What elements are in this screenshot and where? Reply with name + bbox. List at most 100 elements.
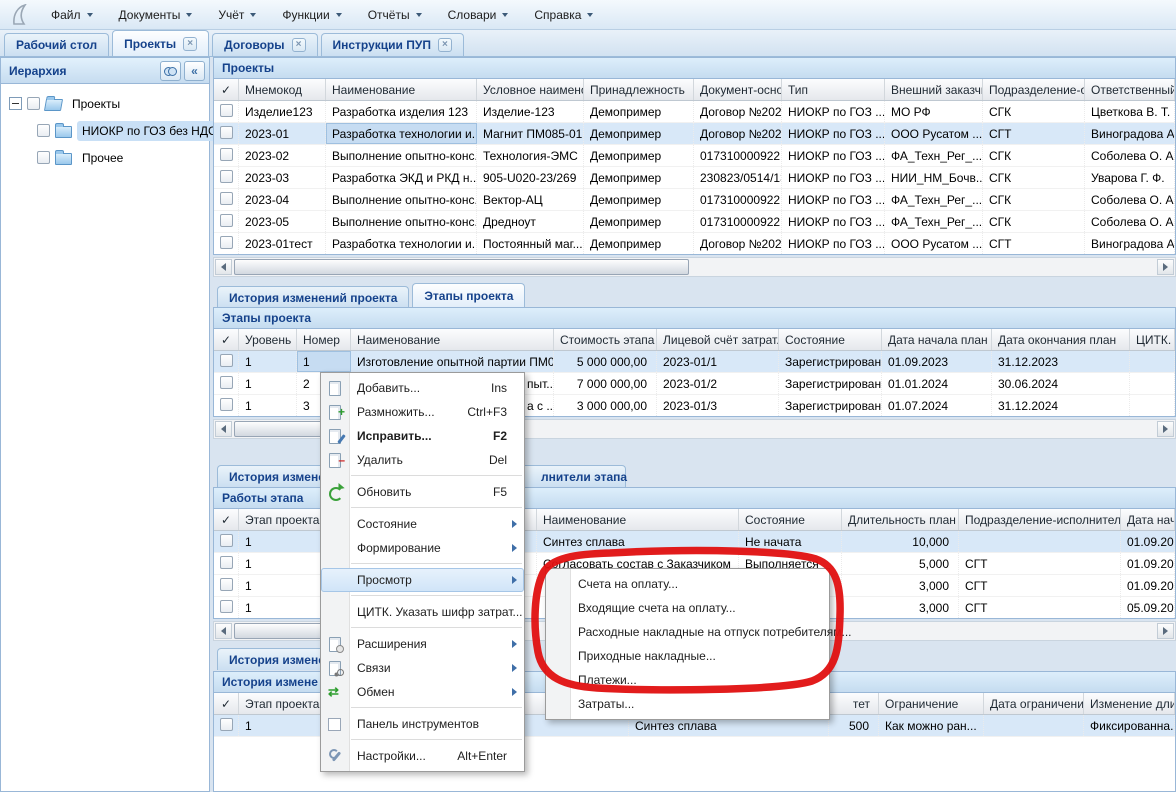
table-cell[interactable]: Выполнение опытно-конс... xyxy=(326,145,477,166)
tab-close-icon[interactable]: × xyxy=(437,38,452,52)
table-cell[interactable]: Изготовление опытной партии ПМ0... xyxy=(351,351,554,372)
table-cell[interactable]: 30.06.2024 xyxy=(992,373,1130,394)
table-cell[interactable]: Изделие-123 xyxy=(477,101,584,122)
context-menu-item[interactable]: Обмен xyxy=(321,680,524,704)
row-checkbox[interactable] xyxy=(219,578,233,591)
table-cell[interactable]: Зарегистрирован xyxy=(779,373,882,394)
context-menu-item[interactable]: Удалить Del xyxy=(321,448,524,472)
table-cell[interactable]: ФА_Техн_Рег_... xyxy=(885,189,983,210)
table-cell[interactable] xyxy=(214,167,239,188)
table-cell[interactable]: Разработка технологии и... xyxy=(326,233,477,254)
table-cell[interactable]: 3 000 000,00 xyxy=(554,395,657,416)
tree-expander[interactable] xyxy=(9,97,22,110)
table-cell[interactable]: 05.09.2023 xyxy=(1121,597,1175,618)
table-cell[interactable]: Зарегистрирован xyxy=(779,395,882,416)
table-cell[interactable]: Соболева О. А. xyxy=(1085,145,1175,166)
column-header[interactable]: Изменение длител xyxy=(1084,693,1175,714)
table-cell[interactable]: Договор №202... xyxy=(694,233,782,254)
table-cell[interactable] xyxy=(214,373,239,394)
tab-close-icon[interactable]: × xyxy=(291,38,306,52)
table-cell[interactable]: СГТ xyxy=(983,123,1085,144)
subtab[interactable]: Этапы проекта xyxy=(412,283,526,308)
table-cell[interactable]: Демопример xyxy=(584,189,694,210)
table-cell[interactable]: 2023-01/2 xyxy=(657,373,779,394)
row-checkbox[interactable] xyxy=(219,170,233,183)
table-cell[interactable] xyxy=(337,531,537,552)
table-cell[interactable]: Постоянный маг... xyxy=(477,233,584,254)
column-header[interactable]: Дата начал xyxy=(1121,509,1175,530)
menubar-item[interactable]: Справка xyxy=(521,4,606,26)
row-checkbox[interactable] xyxy=(219,534,233,547)
column-header[interactable]: Длительность план xyxy=(842,509,959,530)
submenu-item[interactable]: Приходные накладные... xyxy=(578,649,716,663)
tree-node[interactable]: НИОКР по ГОЗ без НДС xyxy=(1,117,222,144)
table-cell[interactable]: Виноградова А... xyxy=(1085,123,1175,144)
table-cell[interactable] xyxy=(214,211,239,232)
row-checkbox[interactable] xyxy=(219,556,233,569)
table-cell[interactable]: СГТ xyxy=(959,597,1121,618)
table-row[interactable]: 2023-01 Разработка технологии и... Магнит … xyxy=(214,123,1175,145)
table-cell[interactable]: 2023-05 xyxy=(239,211,326,232)
table-cell[interactable]: 01.09.2023 xyxy=(1121,575,1175,596)
column-header[interactable]: Лицевой счёт затрат. xyxy=(657,329,779,350)
context-menu-item[interactable]: ЦИТК. Указать шифр затрат... xyxy=(321,600,524,624)
row-checkbox[interactable] xyxy=(219,126,233,139)
context-menu-item[interactable]: Панель инструментов xyxy=(321,712,524,736)
table-cell[interactable]: НИОКР по ГОЗ ... xyxy=(782,123,885,144)
table-cell[interactable] xyxy=(214,395,239,416)
table-cell[interactable]: 5,000 xyxy=(842,553,959,574)
table-cell[interactable]: НИОКР по ГОЗ ... xyxy=(782,211,885,232)
table-row[interactable]: 2023-03 Разработка ЭКД и РКД н... 905-U020… xyxy=(214,167,1175,189)
row-checkbox[interactable] xyxy=(219,398,233,411)
table-cell[interactable]: СГК xyxy=(983,167,1085,188)
column-header[interactable]: Внешний заказчик xyxy=(885,79,983,100)
table-cell[interactable]: 905-U020-23/269 xyxy=(477,167,584,188)
table-cell[interactable]: 31.12.2024 xyxy=(992,395,1130,416)
table-cell[interactable] xyxy=(214,531,239,552)
scroll-right-button[interactable] xyxy=(1157,623,1174,639)
table-row[interactable]: 2023-05 Выполнение опытно-конс... Дредноут… xyxy=(214,211,1175,233)
table-cell[interactable]: 01.09.2023 xyxy=(1121,531,1175,552)
table-cell[interactable]: 017310000922... xyxy=(694,145,782,166)
tree-node[interactable]: Прочее xyxy=(1,144,209,171)
submenu-item[interactable]: Платежи... xyxy=(578,673,637,687)
table-cell[interactable]: 01.09.2023 xyxy=(882,351,992,372)
column-header[interactable]: Тип xyxy=(782,79,885,100)
table-cell[interactable]: 7 000 000,00 xyxy=(554,373,657,394)
submenu-item[interactable]: Затраты... xyxy=(578,697,635,711)
main-tab[interactable]: Инструкции ПУП × xyxy=(320,33,464,56)
table-cell[interactable]: Не начата xyxy=(739,531,842,552)
scroll-right-button[interactable] xyxy=(1157,259,1174,275)
submenu-item[interactable]: Расходные накладные на отпуск потребител… xyxy=(578,625,852,639)
table-cell[interactable]: 2023-01/1 xyxy=(657,351,779,372)
table-cell[interactable] xyxy=(214,553,239,574)
collapse-button[interactable]: « xyxy=(184,60,205,81)
column-header[interactable]: Наименование xyxy=(537,509,739,530)
table-cell[interactable]: 5 000 000,00 xyxy=(554,351,657,372)
table-cell[interactable]: НИОКР по ГОЗ ... xyxy=(782,101,885,122)
tree-checkbox[interactable] xyxy=(37,151,50,164)
table-cell[interactable]: 2023-01/3 xyxy=(657,395,779,416)
row-checkbox[interactable] xyxy=(219,354,233,367)
table-row[interactable]: 2023-01тест Разработка технологии и... Пос… xyxy=(214,233,1175,254)
table-cell[interactable]: Договор №202... xyxy=(694,101,782,122)
submenu-item[interactable]: Счета на оплату... xyxy=(578,577,679,591)
table-cell[interactable]: 1 xyxy=(297,351,351,372)
column-header[interactable]: Подразделение-исполнитель.. xyxy=(959,509,1121,530)
table-cell[interactable]: Цветкова В. Т. xyxy=(1085,101,1175,122)
table-cell[interactable]: Соболева О. А. xyxy=(1085,211,1175,232)
table-cell[interactable]: 017310000922... xyxy=(694,189,782,210)
table-cell[interactable] xyxy=(337,715,629,736)
table-cell[interactable]: НИОКР по ГОЗ ... xyxy=(782,233,885,254)
projects-h-scrollbar[interactable] xyxy=(213,257,1176,277)
column-header[interactable]: Номер xyxy=(297,329,351,350)
table-cell[interactable] xyxy=(214,145,239,166)
main-tab[interactable]: Рабочий стол xyxy=(4,33,110,56)
table-cell[interactable]: Выполнение опытно-конс... xyxy=(326,211,477,232)
table-cell[interactable]: 1 xyxy=(239,351,297,372)
table-cell[interactable]: 31.12.2023 xyxy=(992,351,1130,372)
table-cell[interactable] xyxy=(214,597,239,618)
table-cell[interactable]: Демопример xyxy=(584,233,694,254)
table-cell[interactable]: Демопример xyxy=(584,145,694,166)
tree-node[interactable]: Проекты xyxy=(1,90,209,117)
